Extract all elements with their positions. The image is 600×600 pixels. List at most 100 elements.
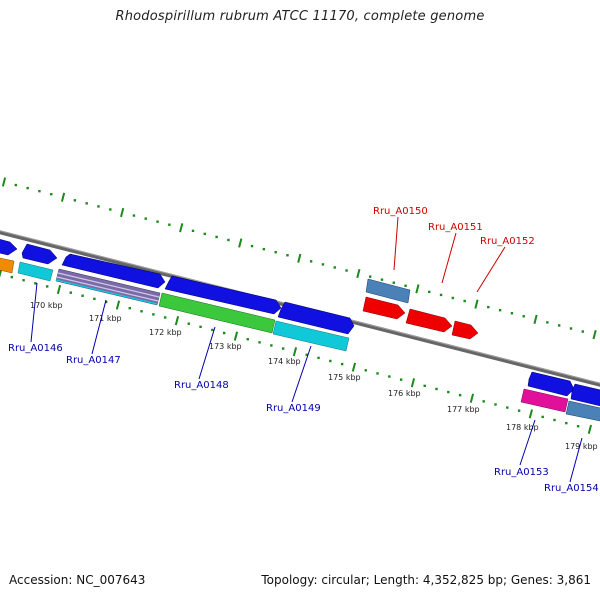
gene-label[interactable]: Rru_A0146 [8, 343, 63, 354]
gene-labels: Rru_A0146 Rru_A0147 Rru_A0148 Rru_A0149 … [8, 206, 599, 494]
ring-dot [274, 250, 277, 254]
ring-dot [557, 324, 561, 327]
gene-feature-green[interactable] [158, 292, 276, 334]
scale-dot [281, 347, 285, 350]
gene-label[interactable]: Rru_A0148 [174, 380, 229, 391]
ring-tick [120, 207, 125, 218]
scale-dot [317, 356, 320, 360]
ring-dot [345, 269, 348, 272]
ring-dot [333, 266, 336, 269]
gene-feature-steelblue[interactable] [565, 400, 600, 422]
scale-tick-label: 174 kbp [268, 357, 301, 366]
gene-label[interactable]: Rru_A0151 [428, 222, 483, 233]
ring-dot [73, 199, 77, 202]
scale-dot [517, 409, 521, 412]
scale-tick-label: 170 kbp [30, 301, 63, 310]
gene-feature-forward[interactable] [164, 275, 282, 315]
scale-tick-label: 173 kbp [209, 342, 242, 351]
feature-stripe [56, 276, 159, 302]
ring-tick [592, 329, 597, 340]
scale-dot [388, 375, 391, 378]
gene-label[interactable]: Rru_A0149 [266, 403, 321, 414]
ring-dot [156, 220, 159, 223]
ring-dot [97, 205, 100, 208]
gene-feature-forward[interactable] [277, 301, 355, 335]
ring-dot [144, 217, 147, 220]
scale-dot [187, 322, 190, 325]
scale-tick-ring [0, 269, 593, 434]
ring-dot [487, 305, 490, 309]
ring-tick [60, 192, 66, 202]
ring-dot [191, 229, 195, 233]
scale-dot [423, 384, 426, 388]
gene-label[interactable]: Rru_A0150 [373, 206, 428, 217]
ring-tick [115, 300, 121, 310]
scale-dot [458, 393, 462, 397]
scale-dot [246, 338, 249, 341]
gene-label[interactable]: Rru_A0147 [66, 355, 121, 366]
scale-dot [447, 390, 450, 394]
ring-tick [0, 269, 3, 278]
gene-feature-red[interactable] [362, 296, 406, 320]
ring-dot [215, 235, 218, 239]
ring-tick [179, 223, 184, 233]
gene-label[interactable]: Rru_A0153 [494, 467, 549, 478]
outer-tick-ring [1, 177, 597, 340]
gene-feature-red[interactable] [451, 320, 479, 340]
ring-tick [410, 378, 416, 388]
ring-tick [1, 177, 7, 187]
gene-feature-forward[interactable] [527, 371, 575, 397]
gene-label[interactable]: Rru_A0154 [544, 483, 599, 494]
gene-feature-forward[interactable] [61, 253, 166, 289]
gene-label-leaders [30, 216, 583, 483]
ring-dot [380, 278, 384, 281]
gene-feature-red[interactable] [405, 308, 453, 333]
ring-tick [533, 314, 538, 324]
feature-stripe [55, 279, 158, 305]
scale-dot [270, 344, 273, 347]
gene-feature-forward[interactable] [21, 243, 58, 265]
scale-dot [258, 341, 261, 344]
scale-tick-label: 175 kbp [328, 373, 361, 382]
ring-dot [50, 193, 53, 196]
gene-feature-orange[interactable] [0, 257, 15, 274]
scale-dot [140, 310, 143, 313]
ring-dot [510, 312, 514, 315]
ring-tick [56, 284, 62, 295]
feature-stripe [57, 272, 160, 298]
gene-feature-magenta[interactable] [520, 388, 569, 413]
ring-dot [428, 290, 431, 294]
gene-feature-cyan[interactable] [272, 320, 350, 352]
scale-dot [565, 421, 568, 425]
scale-dot [34, 282, 37, 285]
scale-dot [199, 325, 202, 329]
scale-dot [329, 359, 332, 363]
forward-strand-features [0, 238, 600, 407]
gene-feature-forward[interactable] [570, 383, 600, 407]
ring-dot [168, 223, 171, 226]
ring-dot [392, 281, 395, 284]
ring-dot [132, 214, 136, 217]
gene-feature-steelblue[interactable] [365, 278, 411, 304]
leader-line [441, 232, 457, 284]
gene-feature-forward[interactable] [0, 238, 18, 256]
reverse-strand-features [0, 257, 600, 422]
ring-dot [439, 293, 443, 297]
scale-dot [399, 378, 403, 381]
scale-dot [482, 400, 485, 403]
leader-line [30, 282, 38, 343]
scale-dot [69, 291, 72, 294]
ring-tick [174, 315, 180, 326]
gene-feature-cyan[interactable] [17, 261, 54, 282]
ring-tick [474, 299, 479, 309]
leader-line [476, 246, 506, 293]
scale-dot [104, 300, 108, 304]
scale-dot [211, 328, 214, 332]
ring-dot [26, 186, 29, 190]
gene-label[interactable]: Rru_A0152 [480, 236, 535, 247]
scale-dot [45, 285, 49, 288]
ring-tick [233, 331, 239, 341]
scale-dot [435, 387, 438, 391]
scale-dot [93, 297, 96, 301]
